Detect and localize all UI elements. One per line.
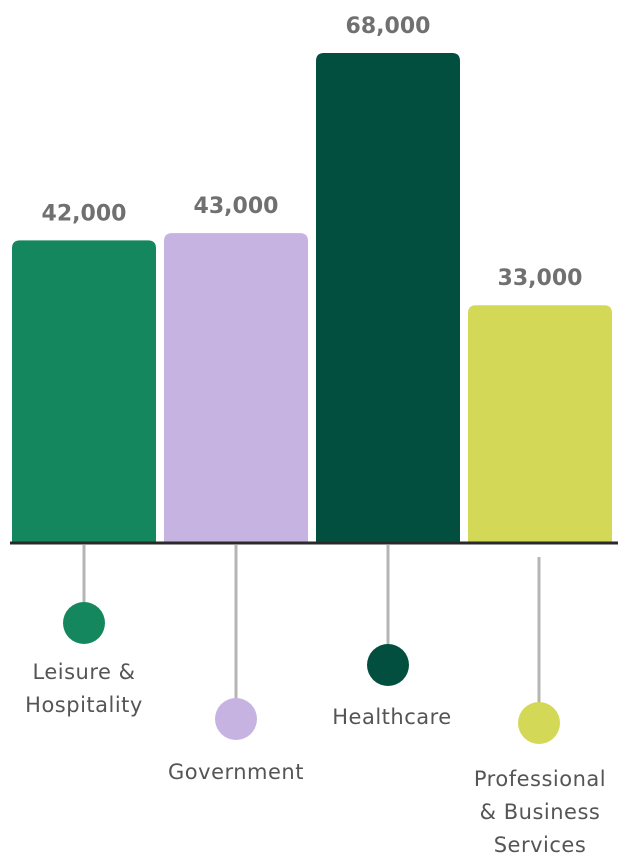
bar-1: [164, 233, 308, 543]
bar-3: [468, 305, 612, 543]
category-labels-group: Leisure & Hospitality Government Healthcare…: [25, 660, 606, 856]
category-callouts-group: [63, 545, 560, 744]
bar-2: [316, 53, 460, 543]
category-label-3-line-2: Services: [494, 833, 587, 856]
value-label-3: 33,000: [498, 266, 583, 291]
category-label-0-line-1: Hospitality: [25, 693, 143, 717]
callout-dot-3: [518, 702, 560, 744]
bars-group: [12, 53, 612, 543]
bar-0: [12, 240, 156, 543]
callout-dot-1: [215, 698, 257, 740]
callout-dot-2: [367, 644, 409, 686]
callout-dot-0: [63, 602, 105, 644]
value-labels-group: 42,000 43,000 68,000 33,000: [42, 14, 583, 291]
value-label-2: 68,000: [346, 14, 431, 39]
category-label-0-line-0: Leisure &: [33, 660, 136, 684]
category-label-3-line-0: Professional: [474, 767, 606, 791]
value-label-1: 43,000: [194, 194, 279, 219]
value-label-0: 42,000: [42, 201, 127, 226]
category-label-2-line-0: Healthcare: [332, 705, 451, 729]
category-label-1-line-0: Government: [168, 760, 304, 784]
category-label-3-line-1: & Business: [480, 800, 601, 824]
